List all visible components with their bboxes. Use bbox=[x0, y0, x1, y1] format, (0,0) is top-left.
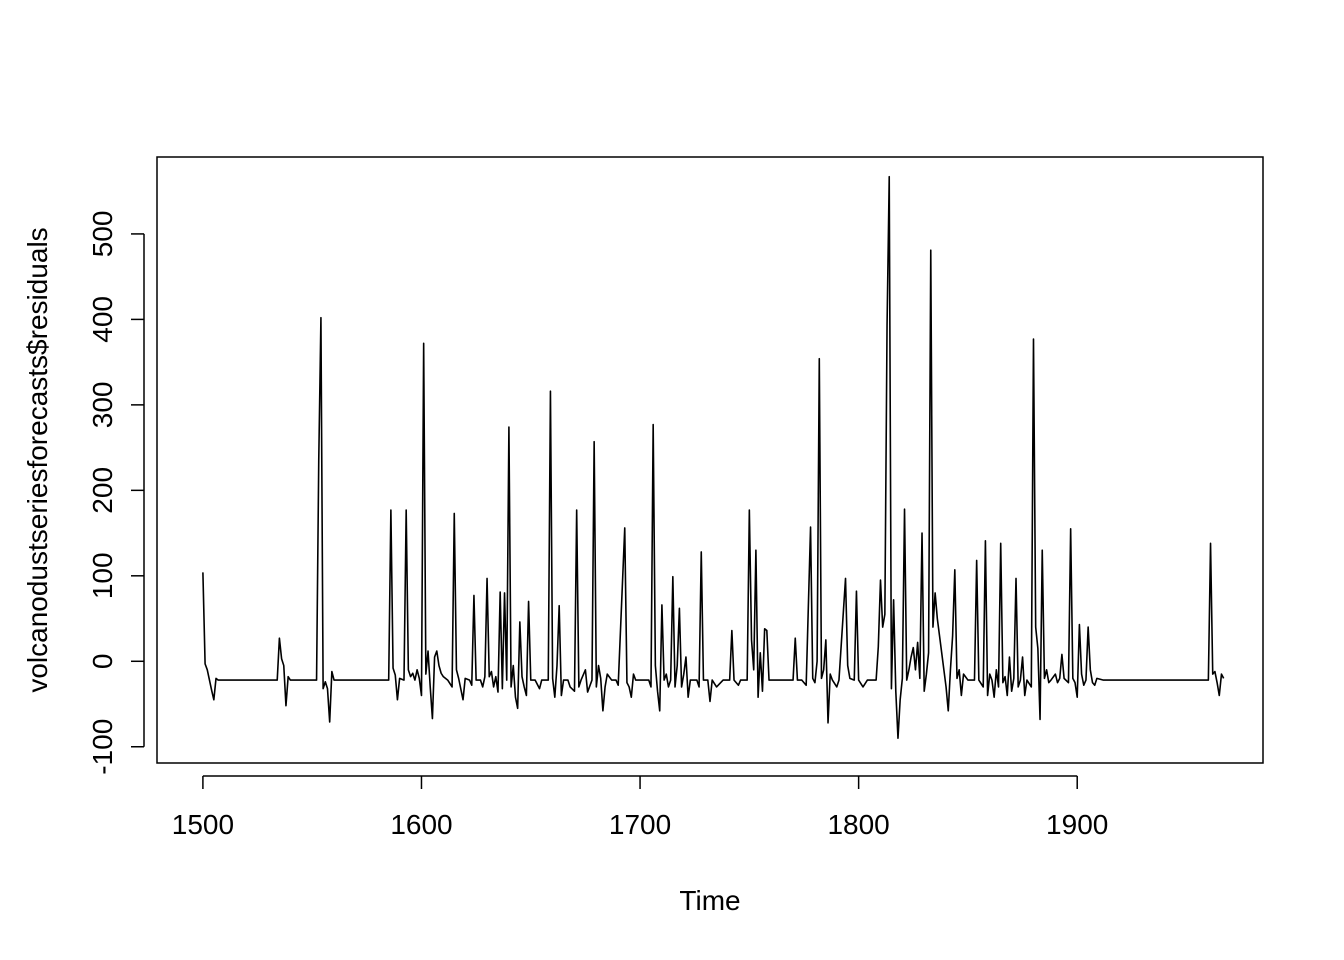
plot-region bbox=[156, 156, 1264, 764]
y-tick-label: 0 bbox=[87, 653, 118, 669]
y-tick-label: 100 bbox=[87, 552, 118, 599]
y-tick-label: -100 bbox=[87, 719, 118, 775]
x-tick-label: 1600 bbox=[390, 809, 452, 840]
x-axis: 1500 1600 1700 1800 1900 bbox=[172, 775, 1108, 840]
x-tick-label: 1900 bbox=[1046, 809, 1108, 840]
y-axis: -100 0 100 200 300 400 500 bbox=[87, 211, 145, 775]
y-tick-label: 500 bbox=[87, 211, 118, 258]
x-tick-label: 1800 bbox=[827, 809, 889, 840]
y-tick-label: 400 bbox=[87, 296, 118, 343]
x-tick-label: 1700 bbox=[609, 809, 671, 840]
y-tick-label: 300 bbox=[87, 382, 118, 429]
y-tick-label: 200 bbox=[87, 467, 118, 514]
y-axis-title: volcanodustseriesforecasts$residuals bbox=[22, 227, 53, 692]
x-axis-title: Time bbox=[679, 885, 740, 916]
x-tick-label: 1500 bbox=[172, 809, 234, 840]
series-line-residuals bbox=[202, 175, 1225, 740]
